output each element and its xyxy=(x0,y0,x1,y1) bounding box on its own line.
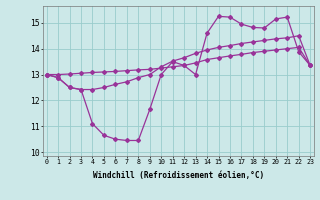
X-axis label: Windchill (Refroidissement éolien,°C): Windchill (Refroidissement éolien,°C) xyxy=(93,171,264,180)
